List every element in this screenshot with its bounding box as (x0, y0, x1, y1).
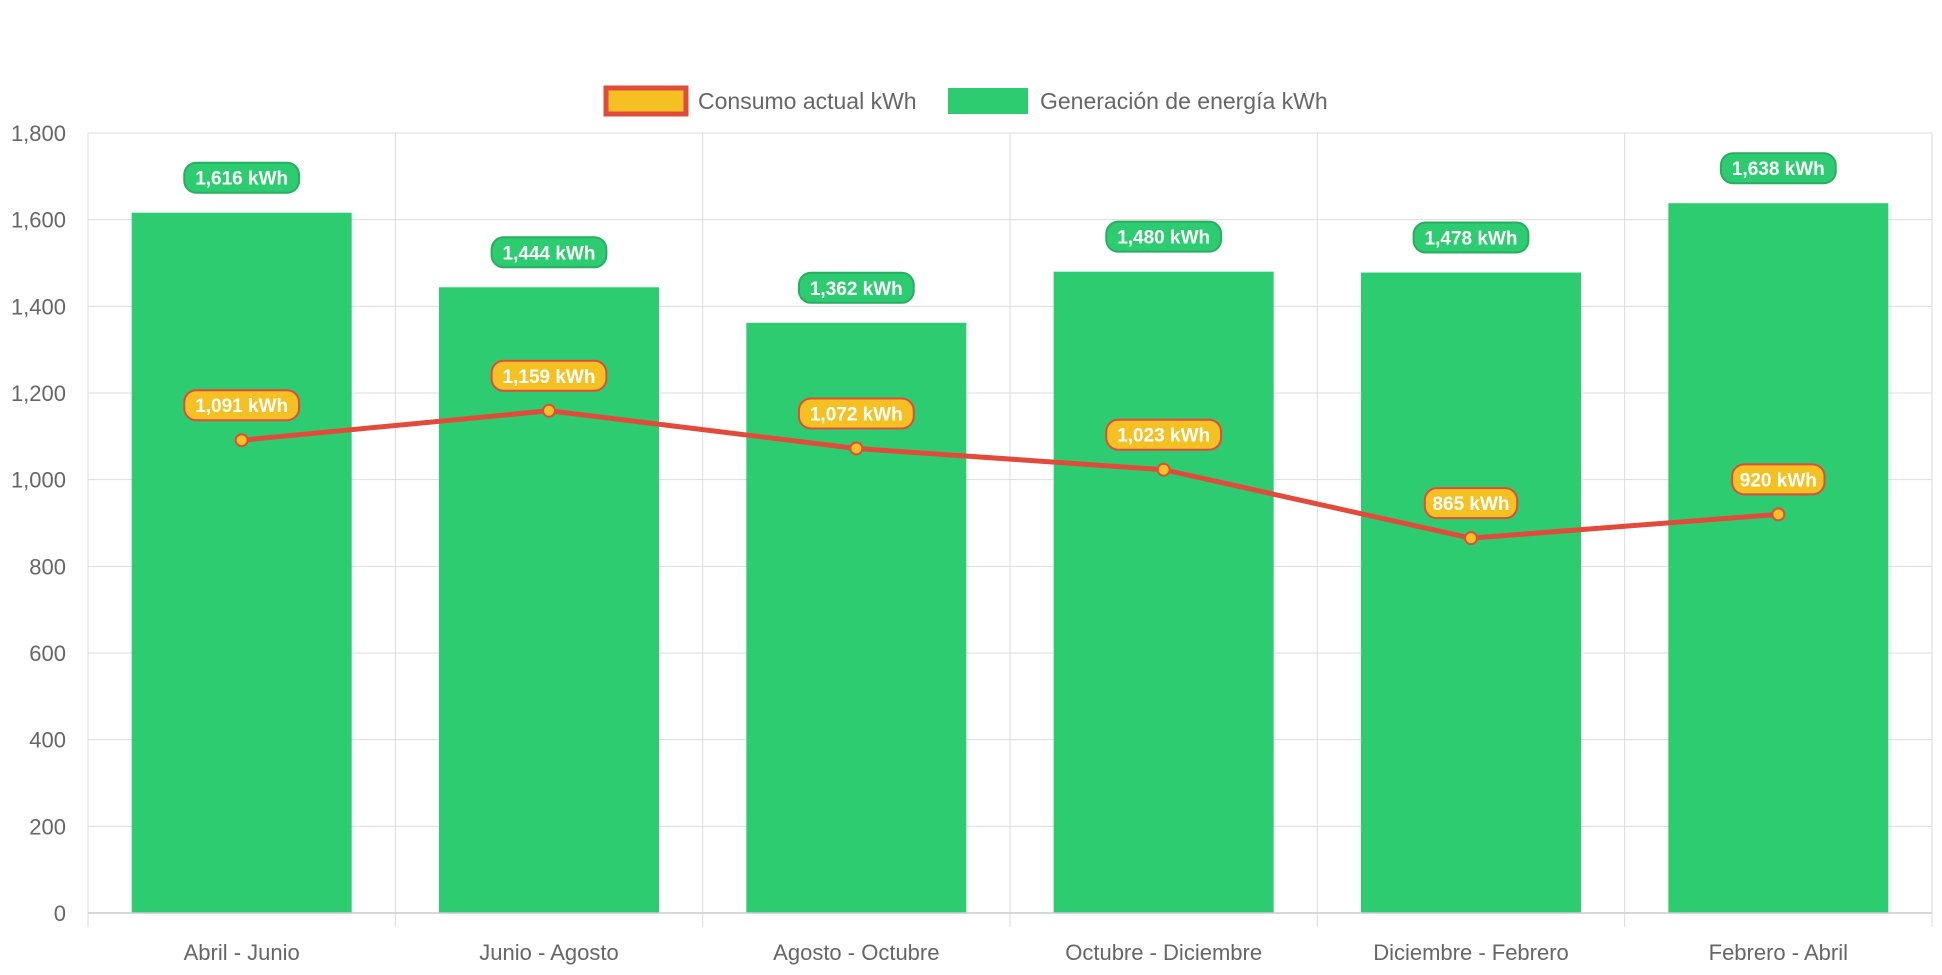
line-point (1771, 507, 1786, 522)
data-label-bg (1412, 221, 1530, 254)
legend: Consumo actual kWh Generación de energía … (603, 85, 1328, 117)
line-data-label: 1,072 kWh (797, 397, 915, 430)
bar-series (131, 203, 1889, 914)
data-label-text: 1,444 kWh (503, 243, 596, 264)
data-label-bg (1731, 463, 1826, 496)
x-tick-label: Junio - Agosto (479, 940, 618, 965)
legend-item-generation: Generación de energía kWh (948, 88, 1328, 114)
data-label-text: 865 kWh (1432, 494, 1509, 515)
line-data-label: 1,091 kWh (183, 389, 301, 422)
x-tick-label: Octubre - Diciembre (1065, 940, 1262, 965)
legend-swatch (603, 85, 689, 117)
data-label-text: 1,480 kWh (1117, 228, 1210, 249)
data-label-bg (1105, 220, 1223, 253)
legend-label: Generación de energía kWh (1040, 88, 1328, 114)
y-tick-label: 600 (29, 641, 66, 666)
bar (1361, 272, 1581, 913)
y-tick-label: 1,800 (11, 121, 66, 146)
consumption-line (241, 408, 1779, 541)
legend-item-consumption: Consumo actual kWh (603, 85, 917, 117)
bar-data-label: 1,478 kWh (1412, 221, 1530, 254)
bar-data-label: 1,638 kWh (1719, 152, 1837, 185)
grid (87, 132, 1933, 927)
legend-swatch (948, 88, 1028, 114)
bar-data-label: 1,444 kWh (490, 236, 608, 269)
line-data-label: 1,159 kWh (490, 359, 608, 392)
y-tick-label: 200 (29, 814, 66, 839)
bar-data-label: 1,616 kWh (183, 161, 301, 194)
data-label-text: 1,072 kWh (810, 404, 903, 425)
y-tick-label: 1,400 (11, 294, 66, 319)
line-point (849, 441, 864, 456)
data-label-text: 1,478 kWh (1425, 229, 1518, 250)
bar (1668, 203, 1889, 913)
legend-label: Consumo actual kWh (698, 88, 917, 114)
data-label-text: 1,616 kWh (195, 169, 288, 190)
data-label-bg (797, 397, 915, 430)
data-label-bg (490, 236, 608, 269)
data-label-text: 1,091 kWh (195, 396, 288, 417)
line-data-label: 920 kWh (1731, 463, 1826, 496)
data-label-text: 920 kWh (1740, 470, 1817, 491)
data-label-bg (183, 389, 301, 422)
x-tick-label: Agosto - Octubre (773, 940, 939, 965)
data-label-bg (797, 271, 915, 304)
y-tick-label: 0 (54, 901, 66, 926)
line-point (1464, 531, 1478, 546)
x-tick-label: Abril - Junio (184, 940, 300, 965)
line-point (234, 433, 249, 448)
line-data-label: 865 kWh (1423, 487, 1519, 520)
bar-data-label: 1,362 kWh (797, 271, 915, 304)
y-tick-label: 1,600 (11, 208, 66, 233)
y-tick-label: 400 (29, 728, 66, 753)
data-label-bg (1105, 418, 1223, 451)
data-label-bg (490, 359, 608, 392)
line-data-label: 1,023 kWh (1105, 418, 1223, 451)
bar-data-label: 1,480 kWh (1105, 220, 1223, 253)
bar-data-labels: 1,616 kWh 1,444 kWh 1,362 kWh 1,480 kWh 1,47… (183, 152, 1837, 304)
line-point (542, 403, 556, 418)
data-label-text: 1,023 kWh (1117, 426, 1210, 447)
y-tick-label: 1,000 (11, 468, 66, 493)
x-tick-label: Febrero - Abril (1709, 940, 1848, 965)
data-label-bg (1719, 152, 1837, 185)
x-tick-label: Diciembre - Febrero (1373, 940, 1569, 965)
x-axis: Abril - Junio Junio - Agosto Agosto - Octu… (184, 940, 1848, 965)
line-series (234, 403, 1786, 546)
data-label-text: 1,159 kWh (503, 367, 596, 388)
line-data-labels: 1,091 kWh 1,159 kWh 1,072 kWh 1,023 kWh 865 … (183, 359, 1826, 520)
y-tick-label: 800 (29, 554, 66, 579)
bar (1053, 271, 1274, 914)
data-label-bg (183, 161, 301, 194)
y-axis: 0 200 400 600 800 1,000 1,200 1,400 1,600 1,800 (11, 121, 66, 926)
data-label-text: 1,638 kWh (1732, 159, 1825, 180)
data-label-text: 1,362 kWh (810, 279, 903, 300)
bar (131, 212, 352, 913)
y-tick-label: 1,200 (11, 381, 66, 406)
data-label-bg (1423, 487, 1519, 520)
line-point (1156, 462, 1171, 477)
